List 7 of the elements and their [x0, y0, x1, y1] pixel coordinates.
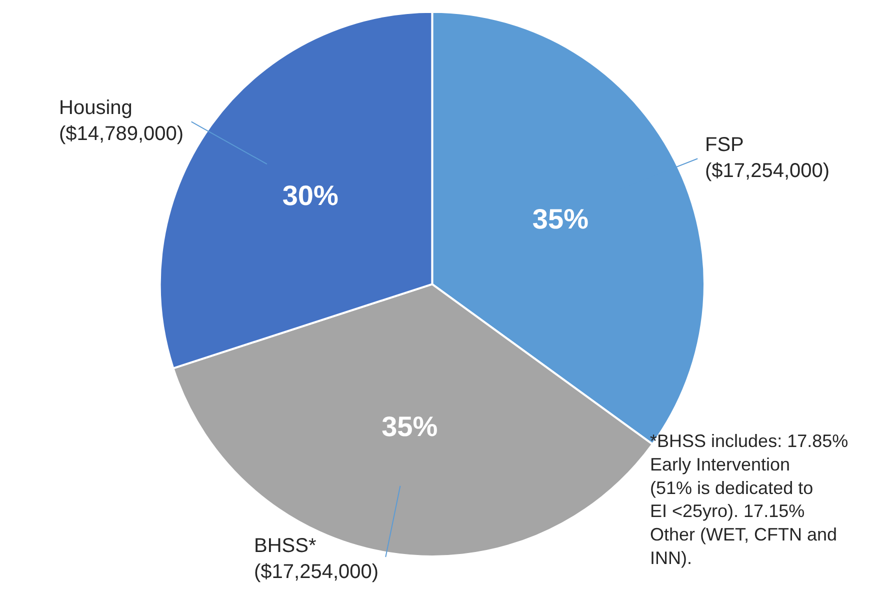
slice-label: Housing ($14,789,000) — [59, 97, 184, 145]
data-label: 30% — [282, 180, 338, 212]
data-label: 35% — [532, 203, 589, 234]
data-label: 35% — [382, 410, 438, 442]
slice-label: BHSS* ($17,254,000) — [254, 535, 379, 583]
text: *BHSS includes: 17.85% Early Intervention (51% is dedicated to EI <25yro). 17.15% Other (WET, CFTN and INN). — [650, 431, 848, 568]
slice-label: FSP ($17,254,000) — [705, 134, 830, 182]
